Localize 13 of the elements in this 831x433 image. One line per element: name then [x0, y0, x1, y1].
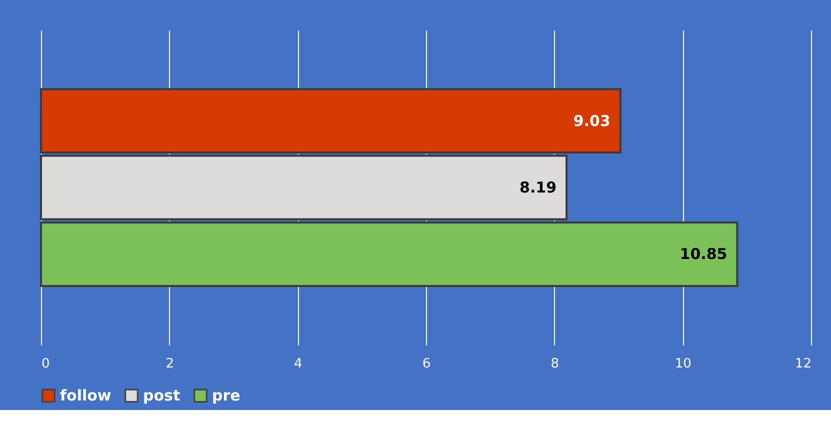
- x-tick-label: 12: [794, 356, 812, 372]
- x-tick-label: 4: [294, 356, 302, 372]
- legend-label: pre: [212, 386, 240, 405]
- x-tick-label: 8: [550, 356, 559, 372]
- data-label: 9.03: [573, 112, 610, 130]
- legend-label: follow: [60, 386, 112, 405]
- x-tick-label: 0: [42, 356, 50, 372]
- x-tick-label: 6: [422, 356, 431, 372]
- x-tick-label: 2: [166, 356, 174, 372]
- x-tick-label: 10: [674, 356, 692, 372]
- legend-label: post: [143, 386, 180, 405]
- data-label: 10.85: [680, 245, 728, 264]
- data-label: 8.19: [520, 178, 557, 196]
